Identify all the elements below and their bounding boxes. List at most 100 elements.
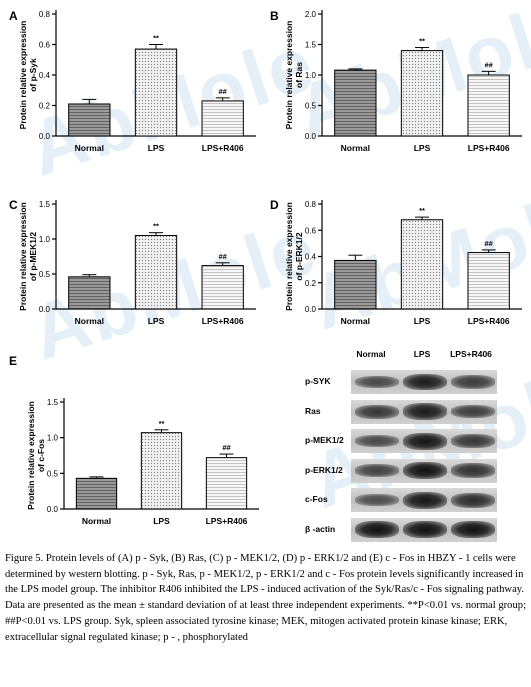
blot-strip (351, 488, 497, 512)
blot-column-header-lps-r406: LPS+R406 (450, 349, 492, 359)
bar (400, 50, 444, 137)
y-tick-label: 1.0 (47, 434, 59, 443)
panel-label: A (9, 9, 18, 23)
x-tick-label: LPS (414, 316, 431, 326)
y-tick-label: 0.8 (305, 200, 317, 209)
x-tick-label: Normal (82, 516, 111, 526)
y-tick-label: 0.0 (47, 505, 59, 514)
bar (400, 219, 444, 310)
significance-mark: ## (218, 252, 227, 261)
significance-mark: ** (153, 222, 159, 231)
significance-mark: ** (159, 419, 165, 428)
blot-label-p-mek: p-MEK1/2 (305, 435, 344, 445)
y-axis-label: Protein relative expressionof Ras (284, 21, 304, 130)
figure-caption: Figure 5. Protein levels of (A) p - Syk,… (5, 553, 527, 643)
blot-band (403, 403, 447, 420)
chart-panel-c: C Protein relative expressionof p-MEK1/20… (9, 198, 256, 326)
blot-band (355, 464, 399, 477)
bar (205, 457, 248, 510)
blot-band (355, 520, 399, 539)
significance-mark: ** (419, 37, 425, 46)
blot-column-header-normal: Normal (356, 349, 386, 359)
blot-strip (351, 429, 497, 453)
blot-strip (351, 458, 497, 483)
y-tick-label: 1.5 (305, 41, 317, 50)
blot-label-beta-actin: β -actin (305, 523, 336, 534)
x-tick-label: LPS+R406 (468, 143, 510, 153)
blot-band (451, 434, 495, 448)
y-tick-label: 1.5 (39, 200, 51, 209)
x-tick-label: LPS (148, 143, 165, 153)
bar (134, 48, 178, 137)
blot-row: p-SYK (305, 369, 500, 395)
blot-band (355, 404, 399, 419)
bar (334, 69, 377, 137)
y-tick-label: 0.0 (39, 305, 51, 314)
y-tick-label: 0.0 (305, 132, 317, 141)
blot-band (355, 375, 399, 389)
blot-band (403, 432, 447, 450)
blot-band (451, 375, 495, 389)
blot-band (403, 461, 447, 480)
bar (201, 100, 244, 137)
blot-band (451, 520, 495, 539)
y-tick-label: 1.5 (47, 398, 59, 407)
blot-row: β -actin (305, 517, 500, 543)
bar (75, 477, 118, 510)
blot-label-ras: Ras (305, 405, 321, 416)
bar (68, 276, 111, 310)
significance-mark: ** (419, 206, 425, 215)
blot-band (355, 434, 399, 448)
bar (68, 103, 111, 137)
blot-label-c-fos: c-Fos (305, 494, 328, 504)
blot-row: Ras (305, 399, 500, 425)
x-tick-label: LPS (153, 516, 170, 526)
blot-band (451, 463, 495, 478)
x-tick-label: LPS+R406 (206, 516, 248, 526)
panel-label: E (9, 354, 17, 368)
bar (140, 432, 183, 510)
y-tick-label: 0.6 (305, 226, 317, 235)
y-tick-label: 0.0 (305, 305, 317, 314)
significance-mark: ## (218, 87, 227, 96)
blot-label-p-erk: p-ERK1/2 (305, 464, 343, 475)
y-tick-label: 2.0 (305, 10, 317, 19)
y-tick-label: 1.0 (305, 71, 317, 80)
blot-band (403, 373, 447, 391)
bar (334, 259, 377, 310)
panel-label: D (270, 198, 279, 212)
blot-band (403, 520, 447, 539)
y-tick-label: 0.5 (305, 102, 317, 111)
x-tick-label: Normal (75, 143, 104, 153)
bar (467, 252, 510, 310)
western-blot-panel: Normal LPS LPS+R406 p-SYK Ras p-MEK1/2 p-ER… (305, 349, 500, 547)
y-tick-label: 0.5 (47, 469, 59, 478)
y-tick-label: 0.6 (39, 41, 51, 50)
significance-mark: ## (484, 239, 493, 248)
bar (467, 74, 510, 137)
blot-column-header-lps: LPS (413, 349, 431, 359)
y-tick-label: 0.5 (39, 270, 51, 279)
x-tick-label: LPS+R406 (202, 316, 244, 326)
y-tick-label: 0.8 (39, 10, 51, 19)
x-tick-label: LPS (148, 316, 165, 326)
blot-strip (351, 517, 497, 542)
blot-band (403, 491, 447, 509)
x-tick-label: Normal (341, 143, 370, 153)
x-tick-label: LPS (414, 143, 431, 153)
blot-label-p-syk: p-SYK (305, 376, 331, 386)
x-tick-label: Normal (341, 316, 370, 326)
y-tick-label: 0.0 (39, 132, 51, 141)
bar (201, 265, 244, 310)
y-axis-label: Protein relative expressionof p-Syk (18, 21, 38, 130)
y-tick-label: 1.0 (39, 235, 51, 244)
significance-mark: ## (484, 60, 493, 69)
y-axis-label: Protein relative expressionof c-Fos (26, 401, 46, 510)
bar (134, 235, 178, 310)
y-tick-label: 0.4 (39, 71, 51, 80)
y-tick-label: 0.4 (305, 253, 317, 262)
x-tick-label: LPS+R406 (202, 143, 244, 153)
